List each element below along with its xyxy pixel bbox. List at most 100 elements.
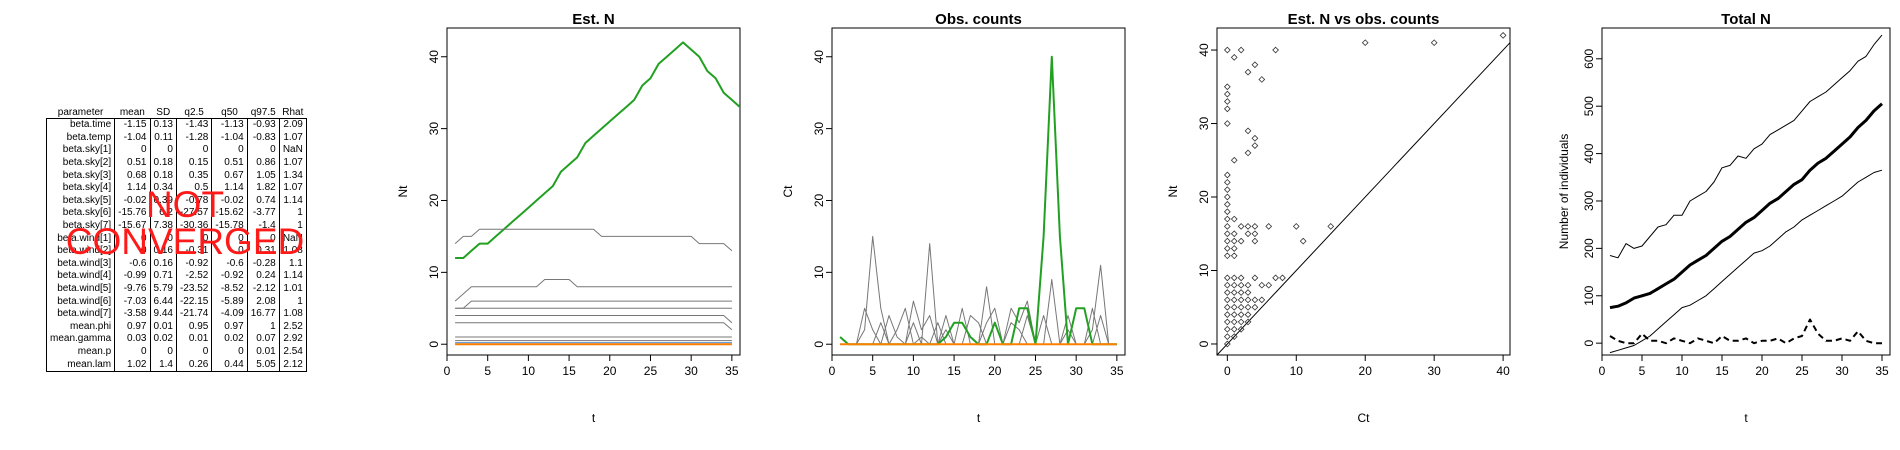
value-cell: 0.02 xyxy=(211,333,248,346)
value-cell: 0.34 xyxy=(149,181,177,195)
value-cell: 0.15 xyxy=(175,156,213,170)
value-cell: 0.11 xyxy=(149,131,177,145)
value-cell: 0 xyxy=(114,345,151,359)
column-header: q2.5 xyxy=(184,106,204,118)
est-n-chart: Est. N 0 5 10 15 20 25 30 35 0 10 20 30 40 t Nt xyxy=(396,11,741,425)
value-cell: 1.1 xyxy=(278,257,307,271)
parameter-name-cell: beta.wind[7] xyxy=(45,307,116,321)
value-cell: 0.51 xyxy=(114,156,151,170)
scatter-point xyxy=(1223,120,1231,127)
scatter-point xyxy=(1230,333,1238,340)
scatter-point xyxy=(1223,208,1231,216)
scatter-point xyxy=(1230,230,1238,238)
scatter-point xyxy=(1223,296,1231,304)
parameter-name-cell: mean.phi xyxy=(45,320,116,334)
value-cell: -15.62 xyxy=(211,207,248,220)
scatter-point xyxy=(1258,296,1266,304)
scatter-point xyxy=(1244,68,1252,76)
value-cell: NaN xyxy=(278,144,307,157)
series-line-6 xyxy=(455,322,733,331)
scatter-point xyxy=(1251,61,1259,69)
value-cell: -1.04 xyxy=(114,131,151,145)
parameter-name-cell: beta.wind[4] xyxy=(45,270,116,283)
y-tick-label: 300 xyxy=(1582,191,1596,211)
scatter-point xyxy=(1223,223,1231,230)
x-tick-label: 15 xyxy=(562,364,576,378)
y-tick-label: 400 xyxy=(1582,143,1596,163)
reference-line xyxy=(1217,42,1510,355)
table-row: beta.sky[5] -0.02 0.39 -0.78 -0.02 0.74 1.14 xyxy=(45,194,307,208)
scatter-point xyxy=(1223,178,1231,186)
x-tick-label: 30 xyxy=(684,364,698,378)
scatter-point xyxy=(1251,237,1259,245)
scatter-point xyxy=(1237,223,1245,230)
value-cell: 0.35 xyxy=(175,169,213,182)
y-tick-label: 30 xyxy=(812,122,826,136)
x-axis-label: Ct xyxy=(1358,411,1371,425)
scatter-point xyxy=(1230,281,1238,289)
chart-title: Est. N vs obs. counts xyxy=(1288,11,1440,28)
scatter-point xyxy=(1230,156,1238,164)
scatter-point xyxy=(1223,333,1231,340)
value-cell: 1.02 xyxy=(114,358,151,372)
value-cell: 1.07 xyxy=(278,131,307,145)
parameter-name-cell: beta.sky[2] xyxy=(45,156,116,170)
scatter-point xyxy=(1223,325,1231,333)
x-tick-label: 25 xyxy=(644,364,658,378)
value-cell: 0.01 xyxy=(149,320,177,334)
table-header-row: parameter mean SD q2.5 q50 q97.5 Rhat xyxy=(47,106,307,119)
value-cell: 0.51 xyxy=(211,156,248,170)
value-cell: 0.71 xyxy=(149,270,177,283)
y-tick-label: 0 xyxy=(427,341,441,348)
value-cell: 2.12 xyxy=(278,358,307,372)
scatter-point xyxy=(1237,289,1245,296)
value-cell: 6.2 xyxy=(149,207,177,220)
y-tick-label: 40 xyxy=(1197,43,1211,57)
plot-area xyxy=(1609,34,1883,354)
column-header: parameter xyxy=(57,106,104,118)
value-cell: 0.01 xyxy=(246,345,280,359)
y-tick-label: 30 xyxy=(1197,117,1211,131)
scatter-point xyxy=(1230,303,1238,311)
value-cell: -2.52 xyxy=(175,270,213,283)
scatter-point xyxy=(1223,105,1231,113)
table-row: beta.temp -1.04 0.11 -1.28 -1.04 -0.83 1.07 xyxy=(45,131,307,145)
parameter-name-cell: beta.time xyxy=(45,117,116,132)
y-tick-label: 500 xyxy=(1582,96,1596,116)
value-cell: 0.97 xyxy=(114,320,151,334)
value-cell: 0.95 xyxy=(175,320,213,334)
value-cell: 0.18 xyxy=(149,156,177,170)
scatter-point xyxy=(1230,325,1238,333)
value-cell: 2.54 xyxy=(278,345,307,359)
est-n-vs-obs-counts-chart: Est. N vs obs. counts 0 10 20 30 40 0 10 20 30 40 C… xyxy=(1166,11,1511,425)
value-cell: NaN xyxy=(278,232,307,245)
scatter-point xyxy=(1251,223,1259,230)
value-cell: 1.08 xyxy=(278,307,307,321)
plot-frame xyxy=(1601,27,1891,356)
value-cell: 0.67 xyxy=(211,169,248,182)
table-row: beta.sky[7] -15.67 7.38 -30.36 -15.78 -1.4 1 xyxy=(45,219,307,233)
value-cell: 0.44 xyxy=(211,358,248,372)
table-row: mean.lam 1.02 1.4 0.26 0.44 5.05 2.12 xyxy=(45,358,307,372)
value-cell: 5.79 xyxy=(149,282,177,296)
value-cell: -22.15 xyxy=(175,295,213,308)
x-tick-label: 10 xyxy=(522,364,536,378)
table-row: beta.sky[6] -15.76 6.2 -27.57 -15.62 -3.77 1 xyxy=(45,207,307,220)
x-tick-label: 30 xyxy=(1427,364,1441,378)
x-tick-label: 15 xyxy=(947,364,961,378)
scatter-point xyxy=(1265,281,1273,289)
y-tick-label: 100 xyxy=(1582,285,1596,305)
scatter-point xyxy=(1499,31,1507,39)
value-cell: 1 xyxy=(278,295,307,308)
scatter-point xyxy=(1223,98,1231,105)
value-cell: -7.03 xyxy=(114,295,151,308)
y-axis-label: Nt xyxy=(1166,185,1180,198)
scatter-point xyxy=(1237,318,1245,326)
y-tick-label: 0 xyxy=(1197,340,1211,347)
scatter-point xyxy=(1361,39,1369,47)
value-cell: 1.08 xyxy=(278,244,307,258)
value-cell: 1.14 xyxy=(211,181,248,195)
scatter-point xyxy=(1251,230,1259,238)
y-tick-label: 10 xyxy=(1197,264,1211,278)
scatter-point xyxy=(1223,200,1231,208)
